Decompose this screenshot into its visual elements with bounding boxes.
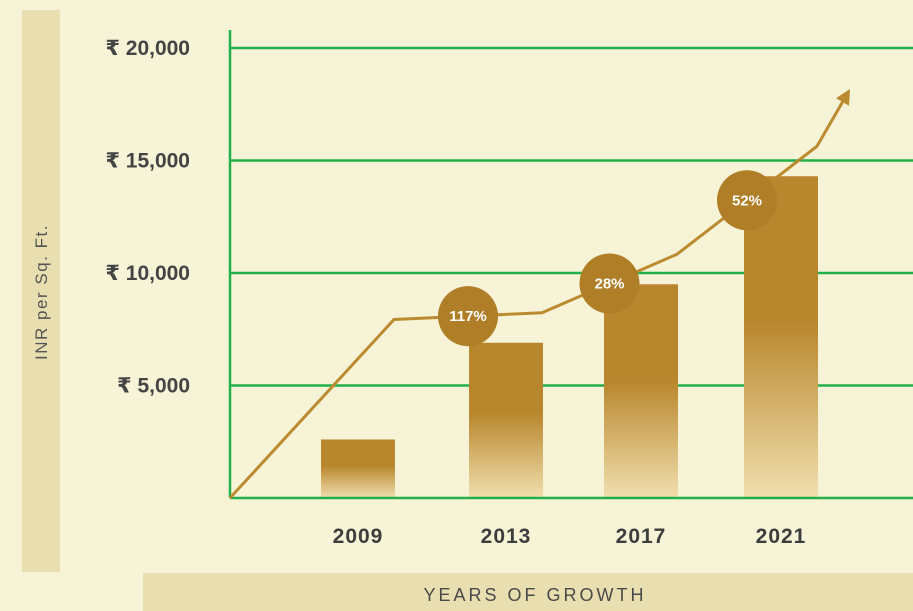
y-axis-title: INR per Sq. Ft. [32, 224, 51, 360]
x-category-label: 2021 [756, 525, 807, 548]
growth-badge: 52% [717, 170, 777, 231]
growth-badges: 117% 28% 52% [438, 170, 777, 347]
bar-2021 [744, 176, 818, 498]
growth-percent-label: 52% [732, 192, 762, 209]
growth-percent-label: 117% [449, 308, 487, 325]
y-tick-label: ₹ 15,000 [105, 150, 190, 173]
y-label-panel [22, 10, 60, 572]
bar-2009 [321, 439, 395, 498]
axes [228, 30, 913, 500]
y-tick-label: ₹ 20,000 [105, 37, 190, 60]
bar-2013 [469, 342, 543, 498]
growth-badge: 117% [438, 286, 498, 347]
growth-percent-label: 28% [594, 276, 624, 293]
badge-circle [579, 253, 640, 314]
y-tick-label: ₹ 10,000 [105, 262, 190, 285]
bar-2017 [604, 284, 678, 498]
x-label-panel [143, 573, 913, 611]
x-category-label: 2009 [333, 525, 384, 548]
y-tick-label: ₹ 5,000 [117, 375, 190, 398]
bars [321, 176, 818, 498]
x-category-label: 2017 [616, 525, 667, 548]
badge-circle [438, 286, 498, 347]
x-category-labels: 2009 2013 2017 2021 [333, 525, 807, 548]
growth-badge: 28% [579, 253, 640, 314]
y-tick-labels: ₹ 5,000 ₹ 10,000 ₹ 15,000 ₹ 20,000 [105, 37, 190, 398]
badge-circle [717, 170, 777, 231]
x-category-label: 2013 [481, 525, 532, 548]
x-axis-title: YEARS OF GROWTH [423, 585, 646, 605]
